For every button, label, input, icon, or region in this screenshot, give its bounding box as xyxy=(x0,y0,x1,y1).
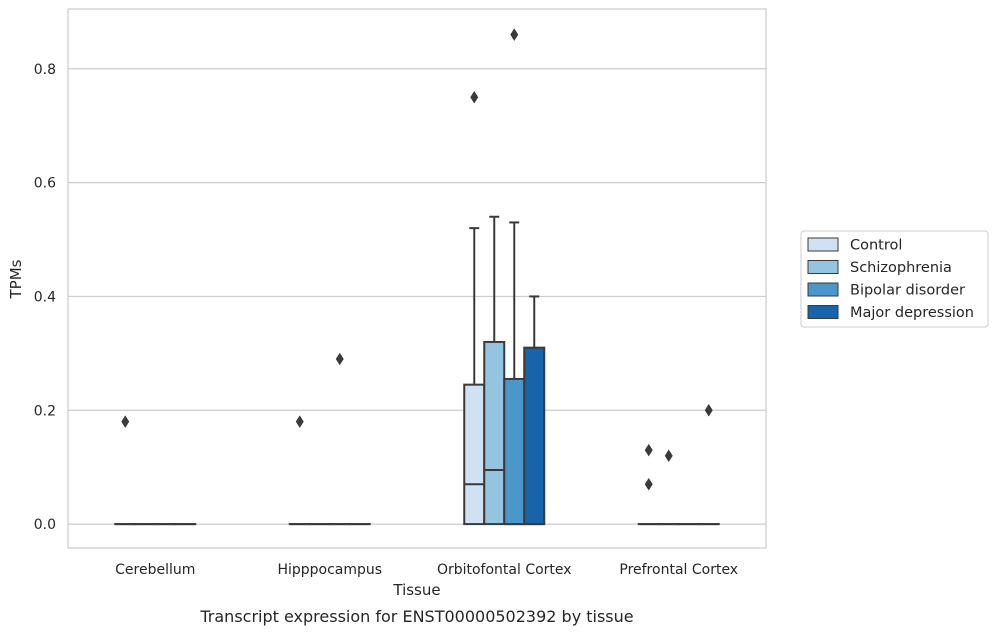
box-body xyxy=(524,348,544,524)
box-schizophrenia xyxy=(659,450,679,524)
box-major-depression xyxy=(699,405,719,524)
box-control xyxy=(464,92,484,524)
x-tick-label: Hipppocampus xyxy=(277,562,382,578)
chart-caption: Transcript expression for ENST0000050239… xyxy=(199,607,633,626)
outlier-point xyxy=(122,416,129,427)
legend: Control Schizophrenia Bipolar disorder Majo… xyxy=(801,231,988,327)
y-tick-label: 0.0 xyxy=(34,517,56,533)
outlier-point xyxy=(665,450,672,461)
box-body xyxy=(464,385,484,524)
legend-label: Schizophrenia xyxy=(850,260,952,276)
y-tick-label: 0.2 xyxy=(34,403,56,419)
box-body xyxy=(504,379,524,524)
box-schizophrenia xyxy=(484,217,504,524)
legend-swatch xyxy=(808,238,838,251)
box-major-depression xyxy=(524,296,544,524)
x-tick-label: Cerebellum xyxy=(115,562,195,578)
box-bipolar-disorder xyxy=(504,29,524,524)
y-tick-label: 0.6 xyxy=(34,176,56,192)
x-tick-label: Prefrontal Cortex xyxy=(619,562,738,578)
legend-label: Bipolar disorder xyxy=(850,283,965,299)
box-control xyxy=(115,416,135,524)
outlier-point xyxy=(645,445,652,456)
box-bipolar-disorder xyxy=(330,354,350,525)
y-tick-label: 0.4 xyxy=(34,289,56,305)
x-tick-labels: Cerebellum Hipppocampus Orbitofontal Corte… xyxy=(115,562,738,578)
box-layer xyxy=(115,29,719,524)
x-tick-label: Orbitofontal Cortex xyxy=(437,562,572,578)
plot-frame xyxy=(68,9,766,548)
legend-swatch xyxy=(808,261,838,274)
y-tick-labels: 0.0 0.2 0.4 0.6 0.8 xyxy=(34,62,56,533)
outlier-point xyxy=(511,29,518,40)
box-control xyxy=(290,416,310,524)
box-control xyxy=(639,445,659,525)
outlier-point xyxy=(645,479,652,490)
legend-swatch xyxy=(808,283,838,296)
y-axis-label: TPMs xyxy=(7,259,25,299)
outlier-point xyxy=(471,92,478,103)
y-tick-label: 0.8 xyxy=(34,62,56,78)
outlier-point xyxy=(336,354,343,365)
legend-label: Major depression xyxy=(850,305,974,321)
legend-swatch xyxy=(808,306,838,319)
box-body xyxy=(484,342,504,524)
outlier-point xyxy=(296,416,303,427)
outlier-point xyxy=(705,405,712,416)
legend-label: Control xyxy=(850,238,902,254)
x-axis-label: Tissue xyxy=(392,581,440,599)
grid-layer xyxy=(68,69,766,524)
